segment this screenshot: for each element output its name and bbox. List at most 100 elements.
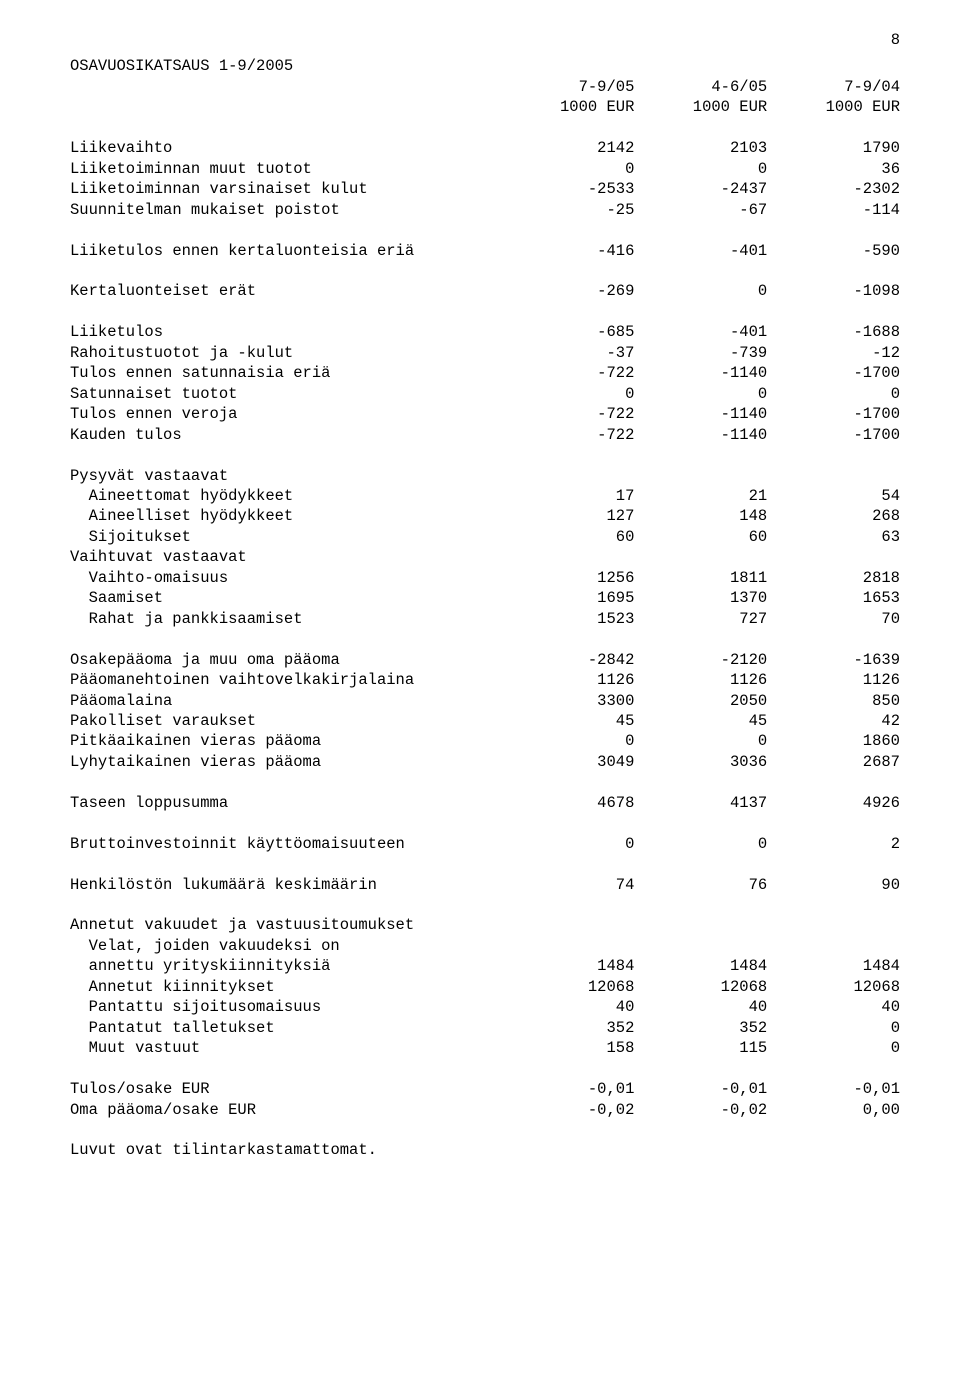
cell: 352 (502, 1018, 635, 1038)
report-title: OSAVUOSIKATSAUS 1-9/2005 (70, 56, 900, 76)
table-row: Luvut ovat tilintarkastamattomat. (70, 1140, 900, 1160)
cell: 268 (767, 506, 900, 526)
cell: 1484 (767, 956, 900, 976)
cell: 12068 (767, 977, 900, 997)
cell: -0,01 (767, 1079, 900, 1099)
cell: 0 (634, 834, 767, 854)
row-label: Pakolliset varaukset (70, 711, 502, 731)
cell: -1140 (634, 363, 767, 383)
table-row: Tulos ennen satunnaisia eriä-722-1140-17… (70, 363, 900, 383)
cell: 54 (767, 486, 900, 506)
cell: -722 (502, 425, 635, 445)
row-label: Aineelliset hyödykkeet (70, 506, 502, 526)
cell: 45 (502, 711, 635, 731)
table-row: Liikevaihto214221031790 (70, 138, 900, 158)
cell: -269 (502, 281, 635, 301)
row-label: Rahat ja pankkisaamiset (70, 609, 502, 629)
cell: -0,01 (502, 1079, 635, 1099)
cell: -1140 (634, 425, 767, 445)
cell: -1098 (767, 281, 900, 301)
cell: 12068 (634, 977, 767, 997)
cell: 74 (502, 875, 635, 895)
cell: 3300 (502, 691, 635, 711)
cell: 850 (767, 691, 900, 711)
table-row: Liiketulos ennen kertaluonteisia eriä-41… (70, 241, 900, 261)
cell: -416 (502, 241, 635, 261)
row-label: Kertaluonteiset erät (70, 281, 502, 301)
table-row: Tulos/osake EUR-0,01-0,01-0,01 (70, 1079, 900, 1099)
cell: 0 (502, 159, 635, 179)
cell: -1700 (767, 404, 900, 424)
table-row: Oma pääoma/osake EUR-0,02-0,020,00 (70, 1100, 900, 1120)
cell: 2 (767, 834, 900, 854)
row-label: Rahoitustuotot ja -kulut (70, 343, 502, 363)
cell: -401 (634, 322, 767, 342)
cell: 1126 (767, 670, 900, 690)
cell: -2533 (502, 179, 635, 199)
cell: -1700 (767, 363, 900, 383)
row-label: Kauden tulos (70, 425, 502, 445)
row-label: Annetut kiinnitykset (70, 977, 502, 997)
row-label: Tulos/osake EUR (70, 1079, 502, 1099)
table-row: Sijoitukset606063 (70, 527, 900, 547)
cell: 115 (634, 1038, 767, 1058)
cell: 1695 (502, 588, 635, 608)
table-row: Pantatut talletukset3523520 (70, 1018, 900, 1038)
cell: 36 (767, 159, 900, 179)
cell: 2687 (767, 752, 900, 772)
cell: 1653 (767, 588, 900, 608)
cell: 63 (767, 527, 900, 547)
table-row: Liiketoiminnan varsinaiset kulut-2533-24… (70, 179, 900, 199)
row-label: Pääomalaina (70, 691, 502, 711)
table-row: Kertaluonteiset erät-2690-1098 (70, 281, 900, 301)
cell: -2842 (502, 650, 635, 670)
cell: -0,02 (634, 1100, 767, 1120)
cell: 148 (634, 506, 767, 526)
cell: 1126 (634, 670, 767, 690)
cell: -1700 (767, 425, 900, 445)
row-label: Pantatut talletukset (70, 1018, 502, 1038)
cell: -401 (634, 241, 767, 261)
cell: 3049 (502, 752, 635, 772)
cell: 2818 (767, 568, 900, 588)
cell: 0 (767, 1038, 900, 1058)
row-label: Saamiset (70, 588, 502, 608)
table-row: annettu yrityskiinnityksiä148414841484 (70, 956, 900, 976)
cell: 727 (634, 609, 767, 629)
cell: 17 (502, 486, 635, 506)
cell: 0 (634, 731, 767, 751)
table-row: Pääomanehtoinen vaihtovelkakirjalaina112… (70, 670, 900, 690)
page-number: 8 (70, 30, 900, 50)
table-row: 7-9/05 4-6/05 7-9/04 (70, 77, 900, 97)
cell: -114 (767, 200, 900, 220)
cell: 45 (634, 711, 767, 731)
cell: 158 (502, 1038, 635, 1058)
cell: 70 (767, 609, 900, 629)
cell: 2142 (502, 138, 635, 158)
row-label: Henkilöstön lukumäärä keskimäärin (70, 875, 502, 895)
cell: 1860 (767, 731, 900, 751)
row-label: Osakepääoma ja muu oma pääoma (70, 650, 502, 670)
row-label: annettu yrityskiinnityksiä (70, 956, 502, 976)
cell: 1126 (502, 670, 635, 690)
cell: -1140 (634, 404, 767, 424)
table-row: Muut vastuut1581150 (70, 1038, 900, 1058)
table-row: Bruttoinvestoinnit käyttöomaisuuteen002 (70, 834, 900, 854)
cell: 90 (767, 875, 900, 895)
cell: 352 (634, 1018, 767, 1038)
cell: 1484 (502, 956, 635, 976)
col-header-unit: 1000 EUR (767, 97, 900, 117)
cell: 60 (634, 527, 767, 547)
row-label: Pääomanehtoinen vaihtovelkakirjalaina (70, 670, 502, 690)
row-label: Liiketulos (70, 322, 502, 342)
cell: -722 (502, 363, 635, 383)
cell: 3036 (634, 752, 767, 772)
cell: -685 (502, 322, 635, 342)
row-label: Pantattu sijoitusomaisuus (70, 997, 502, 1017)
table-row: Annetut kiinnitykset120681206812068 (70, 977, 900, 997)
cell: -1688 (767, 322, 900, 342)
row-label: Muut vastuut (70, 1038, 502, 1058)
table-row: Annetut vakuudet ja vastuusitoumukset (70, 915, 900, 935)
table-row: Suunnitelman mukaiset poistot-25-67-114 (70, 200, 900, 220)
table-row: Henkilöstön lukumäärä keskimäärin747690 (70, 875, 900, 895)
